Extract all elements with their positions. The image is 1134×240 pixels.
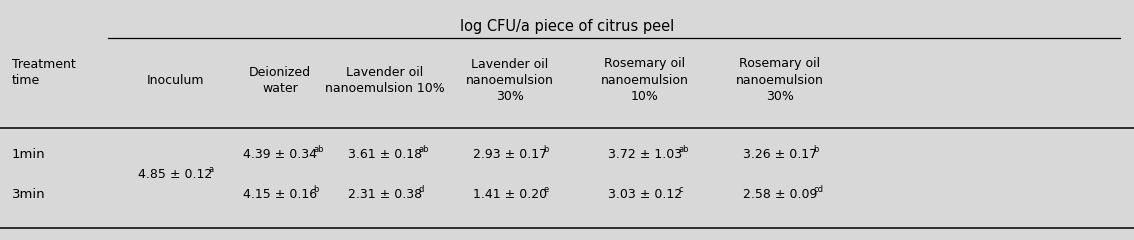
Text: c: c [678,185,684,193]
Text: 1.41 ± 0.20: 1.41 ± 0.20 [473,188,547,202]
Text: 3.72 ± 1.03: 3.72 ± 1.03 [608,149,682,162]
Text: 2.58 ± 0.09: 2.58 ± 0.09 [743,188,818,202]
Text: 3.03 ± 0.12: 3.03 ± 0.12 [608,188,682,202]
Text: Lavender oil
nanoemulsion 10%: Lavender oil nanoemulsion 10% [325,66,445,95]
Text: b: b [814,144,819,154]
Text: b: b [543,144,549,154]
Text: log CFU/a piece of citrus peel: log CFU/a piece of citrus peel [460,19,674,34]
Text: 4.39 ± 0.34: 4.39 ± 0.34 [243,149,318,162]
Text: 1min: 1min [12,149,45,162]
Text: cd: cd [814,185,823,193]
Text: ab: ab [314,144,324,154]
Text: 4.85 ± 0.12: 4.85 ± 0.12 [138,168,212,181]
Text: 3.61 ± 0.18: 3.61 ± 0.18 [348,149,422,162]
Text: ab: ab [418,144,429,154]
Text: a: a [209,164,214,174]
Text: Rosemary oil
nanoemulsion
10%: Rosemary oil nanoemulsion 10% [601,58,689,102]
Text: Inoculum: Inoculum [146,73,204,86]
Text: Lavender oil
nanoemulsion
30%: Lavender oil nanoemulsion 30% [466,58,553,102]
Text: Deionized
water: Deionized water [249,66,311,95]
Text: Rosemary oil
nanoemulsion
30%: Rosemary oil nanoemulsion 30% [736,58,824,102]
Text: 3min: 3min [12,188,45,202]
Text: ab: ab [678,144,689,154]
Text: Treatment
time: Treatment time [12,58,76,87]
Text: 4.15 ± 0.16: 4.15 ± 0.16 [243,188,318,202]
Text: b: b [314,185,319,193]
Text: e: e [543,185,549,193]
Text: 2.93 ± 0.17: 2.93 ± 0.17 [473,149,547,162]
Text: d: d [418,185,424,193]
Text: 2.31 ± 0.38: 2.31 ± 0.38 [348,188,422,202]
Text: 3.26 ± 0.17: 3.26 ± 0.17 [743,149,818,162]
